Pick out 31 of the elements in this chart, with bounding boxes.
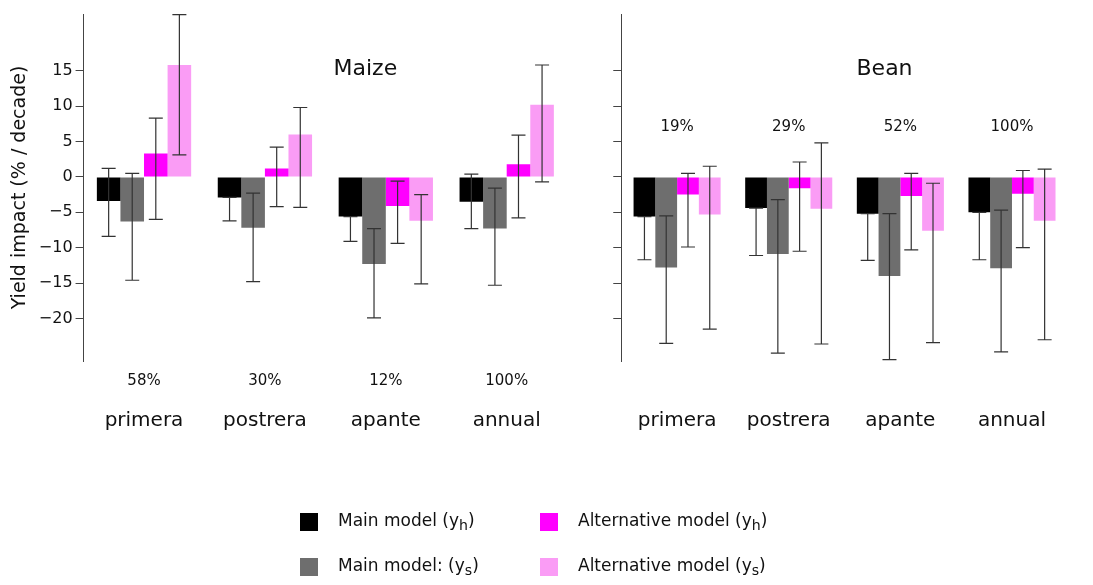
- legend-label: Main model (y$_{h}$): [338, 510, 475, 534]
- x-tick-label: postrera: [223, 407, 307, 432]
- legend-label: Alternative model (y$_{h}$): [578, 510, 768, 534]
- x-tick-label: apante: [865, 407, 936, 432]
- y-tick-label: 5: [62, 130, 73, 150]
- y-tick-label: −15: [38, 272, 73, 292]
- y-tick-label: −10: [38, 236, 73, 256]
- x-tick-label: primera: [637, 407, 717, 432]
- y-tick-label: −20: [38, 307, 73, 327]
- text: 30%: [248, 370, 282, 389]
- text: Bean: [856, 54, 913, 80]
- y-axis-title: Yield impact (% / decade): [7, 65, 30, 311]
- annotation: 52%: [883, 117, 918, 136]
- legend-label: Alternative model (y$_{s}$): [578, 555, 766, 579]
- y-tick-label: 15: [52, 59, 73, 79]
- x-tick-label: apante: [350, 407, 421, 432]
- text: Maize: [333, 54, 398, 80]
- annotation: 100%: [990, 117, 1034, 136]
- annotation: 19%: [660, 117, 694, 136]
- y-tick-label: −5: [48, 201, 73, 221]
- text: 100%: [485, 370, 529, 389]
- x-tick-label: annual: [472, 407, 541, 432]
- x-tick-label: primera: [104, 407, 184, 432]
- text: 58%: [127, 370, 161, 389]
- y-tick-label: 10: [52, 95, 73, 115]
- y-tick-label: 0: [62, 166, 73, 186]
- x-tick-label: annual: [977, 407, 1047, 432]
- x-tick-label: postrera: [746, 407, 831, 432]
- text: 12%: [369, 370, 403, 389]
- legend-label: Main model: (y$_{s}$): [338, 555, 479, 579]
- annotation: 29%: [772, 117, 806, 136]
